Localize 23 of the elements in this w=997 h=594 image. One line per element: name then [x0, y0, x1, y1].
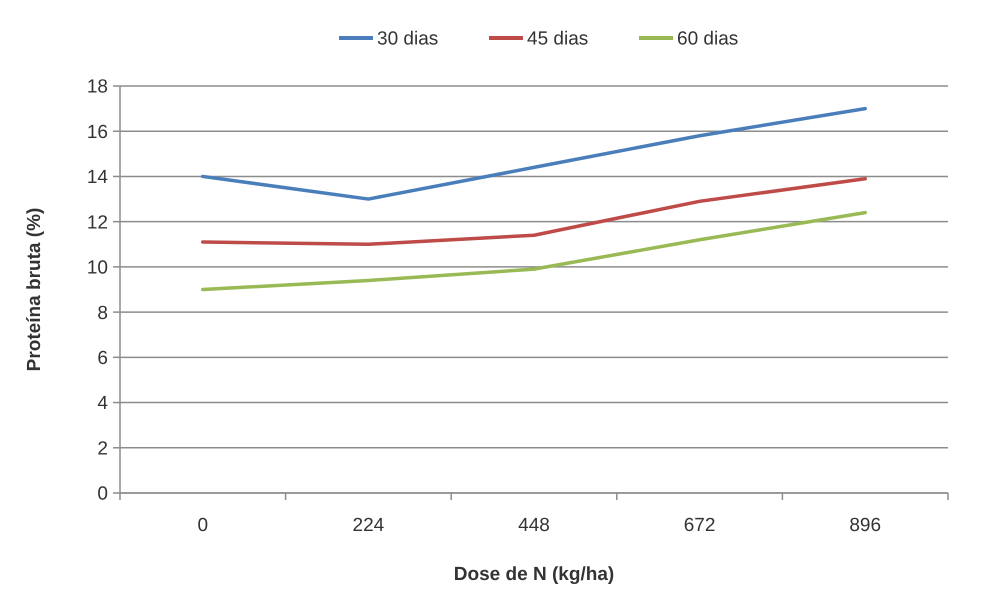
y-tick-label: 10 — [86, 258, 108, 279]
y-axis-title: Proteína bruta (%) — [24, 208, 45, 372]
y-tick-label: 12 — [86, 212, 108, 234]
line-series — [201, 106, 867, 201]
y-tick-label: 4 — [97, 393, 108, 414]
legend-label: 45 dias — [527, 28, 588, 50]
x-tick-label: 896 — [849, 515, 882, 536]
x-tick-label: 448 — [518, 515, 550, 536]
line-series — [201, 210, 867, 292]
legend-label: 30 dias — [377, 28, 438, 50]
y-tick-label: 6 — [97, 348, 108, 369]
x-tick-label: 0 — [198, 515, 208, 536]
y-tick-label: 18 — [86, 76, 108, 98]
y-tick-label: 2 — [97, 438, 108, 460]
y-tick-label: 0 — [97, 484, 108, 505]
legend-label: 60 dias — [677, 28, 738, 50]
y-tick-label: 14 — [86, 167, 108, 188]
x-tick-label: 224 — [352, 515, 385, 536]
x-axis-title: Dose de N (kg/ha) — [454, 564, 614, 585]
y-tick-label: 16 — [86, 122, 108, 143]
x-tick-label: 672 — [684, 515, 716, 536]
y-tick-label: 8 — [97, 302, 108, 324]
line-series — [201, 176, 867, 246]
